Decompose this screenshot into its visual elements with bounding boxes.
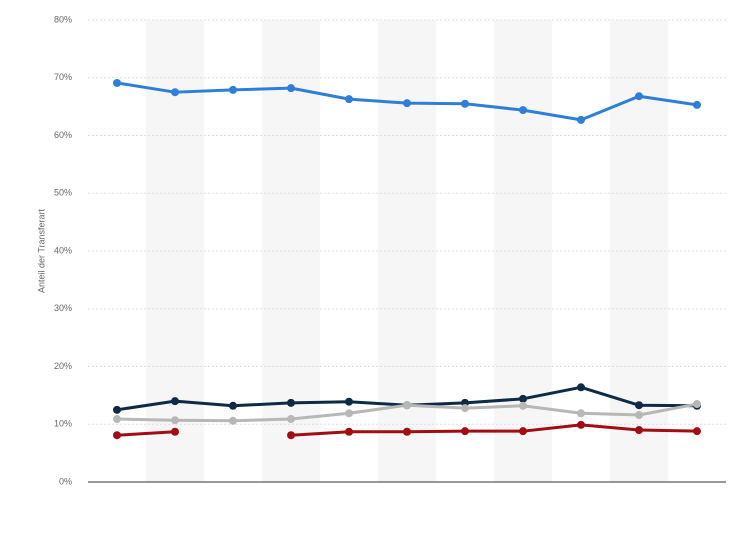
data-point bbox=[113, 78, 121, 87]
data-point bbox=[229, 401, 237, 410]
data-point bbox=[229, 85, 237, 94]
data-point bbox=[345, 397, 353, 406]
data-point bbox=[345, 427, 353, 436]
data-point bbox=[171, 397, 179, 406]
y-tick-label: 10% bbox=[54, 419, 72, 429]
data-point bbox=[577, 115, 585, 124]
data-point bbox=[287, 84, 295, 93]
data-point bbox=[577, 383, 585, 392]
data-point bbox=[519, 394, 527, 403]
y-tick-label: 50% bbox=[54, 188, 72, 198]
data-point bbox=[519, 427, 527, 436]
data-point bbox=[403, 99, 411, 108]
band bbox=[494, 20, 552, 482]
data-point bbox=[635, 401, 643, 410]
data-point bbox=[461, 404, 469, 413]
band bbox=[378, 20, 436, 482]
y-tick-label: 80% bbox=[54, 14, 72, 24]
data-point bbox=[461, 427, 469, 436]
y-tick-label: 20% bbox=[54, 361, 72, 371]
data-point bbox=[287, 398, 295, 407]
data-point bbox=[693, 400, 701, 409]
data-point bbox=[577, 409, 585, 418]
y-tick-label: 30% bbox=[54, 303, 72, 313]
data-point bbox=[171, 88, 179, 97]
data-point bbox=[635, 411, 643, 420]
data-point bbox=[519, 106, 527, 115]
data-point bbox=[171, 427, 179, 436]
data-point bbox=[519, 401, 527, 410]
data-point bbox=[461, 99, 469, 108]
data-point bbox=[287, 415, 295, 424]
data-point bbox=[693, 100, 701, 109]
series-line bbox=[116, 430, 176, 437]
data-point bbox=[403, 427, 411, 436]
data-point bbox=[113, 405, 121, 414]
y-tick-label: 60% bbox=[54, 130, 72, 140]
data-point bbox=[345, 95, 353, 104]
y-axis-label: Anteil der Transferart bbox=[36, 208, 46, 293]
data-point bbox=[693, 427, 701, 436]
data-point bbox=[403, 401, 411, 410]
data-point bbox=[229, 416, 237, 425]
data-point bbox=[635, 426, 643, 435]
data-point bbox=[577, 420, 585, 429]
data-point bbox=[345, 409, 353, 418]
data-point bbox=[171, 416, 179, 425]
series-line bbox=[290, 423, 698, 437]
data-point bbox=[635, 92, 643, 101]
y-tick-label: 0% bbox=[59, 476, 72, 486]
y-tick-label: 70% bbox=[54, 72, 72, 82]
data-point bbox=[287, 431, 295, 440]
y-tick-label: 40% bbox=[54, 245, 72, 255]
data-point bbox=[113, 415, 121, 424]
data-point bbox=[113, 431, 121, 440]
